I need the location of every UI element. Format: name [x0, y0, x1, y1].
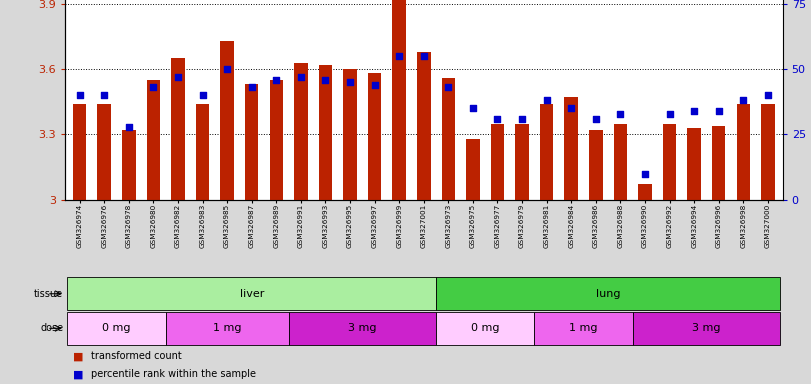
Bar: [67, 277, 436, 310]
Text: tissue: tissue: [34, 289, 63, 299]
Point: [417, 53, 430, 59]
Bar: [736, 104, 750, 200]
Bar: [564, 98, 578, 200]
Bar: [221, 41, 234, 200]
Bar: [171, 58, 185, 200]
Point: [344, 79, 357, 85]
Point: [97, 92, 110, 98]
Bar: [289, 312, 436, 345]
Point: [294, 74, 307, 80]
Bar: [761, 104, 775, 200]
Bar: [614, 124, 627, 200]
Point: [393, 53, 406, 59]
Text: 3 mg: 3 mg: [348, 323, 376, 333]
Bar: [195, 104, 209, 200]
Text: transformed count: transformed count: [91, 351, 182, 361]
Bar: [165, 312, 289, 345]
Point: [147, 84, 160, 91]
Bar: [466, 139, 479, 200]
Bar: [515, 124, 529, 200]
Point: [319, 76, 332, 83]
Text: dose: dose: [40, 323, 63, 333]
Text: 1 mg: 1 mg: [569, 323, 598, 333]
Point: [614, 111, 627, 117]
Bar: [122, 130, 135, 200]
Point: [638, 170, 651, 177]
Point: [73, 92, 86, 98]
Text: percentile rank within the sample: percentile rank within the sample: [91, 369, 255, 379]
Point: [196, 92, 209, 98]
Bar: [712, 126, 726, 200]
Bar: [67, 312, 165, 345]
Bar: [540, 104, 553, 200]
Bar: [393, 0, 406, 200]
Bar: [633, 312, 780, 345]
Bar: [294, 63, 307, 200]
Point: [122, 124, 135, 130]
Point: [688, 108, 701, 114]
Point: [221, 66, 234, 72]
Text: ■: ■: [73, 369, 84, 379]
Point: [564, 105, 577, 111]
Point: [466, 105, 479, 111]
Bar: [343, 69, 357, 200]
Text: 0 mg: 0 mg: [102, 323, 131, 333]
Point: [442, 84, 455, 91]
Point: [762, 92, 775, 98]
Bar: [491, 124, 504, 200]
Text: lung: lung: [596, 289, 620, 299]
Point: [270, 76, 283, 83]
Bar: [663, 124, 676, 200]
Point: [491, 116, 504, 122]
Bar: [245, 84, 259, 200]
Point: [171, 74, 184, 80]
Bar: [73, 104, 87, 200]
Point: [368, 82, 381, 88]
Bar: [534, 312, 633, 345]
Point: [663, 111, 676, 117]
Point: [712, 108, 725, 114]
Text: ■: ■: [73, 351, 84, 361]
Bar: [368, 73, 381, 200]
Bar: [417, 52, 431, 200]
Bar: [147, 80, 160, 200]
Bar: [436, 312, 534, 345]
Point: [245, 84, 258, 91]
Bar: [269, 80, 283, 200]
Text: liver: liver: [239, 289, 264, 299]
Bar: [97, 104, 111, 200]
Point: [590, 116, 603, 122]
Bar: [441, 78, 455, 200]
Bar: [688, 128, 701, 200]
Text: 0 mg: 0 mg: [471, 323, 500, 333]
Bar: [319, 65, 333, 200]
Bar: [589, 130, 603, 200]
Bar: [638, 184, 652, 200]
Bar: [436, 277, 780, 310]
Point: [516, 116, 529, 122]
Point: [737, 98, 750, 104]
Point: [540, 98, 553, 104]
Text: 1 mg: 1 mg: [212, 323, 242, 333]
Text: 3 mg: 3 mg: [692, 323, 721, 333]
